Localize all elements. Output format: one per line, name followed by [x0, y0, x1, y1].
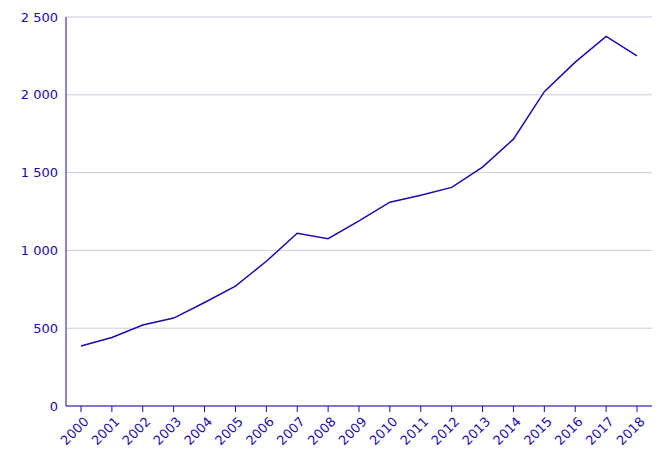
svg-text:0: 0 [50, 399, 58, 414]
svg-text:2000: 2000 [58, 414, 92, 448]
svg-text:2004: 2004 [181, 414, 215, 448]
svg-text:2016: 2016 [552, 414, 586, 448]
svg-text:2012: 2012 [428, 414, 462, 448]
svg-text:2011: 2011 [397, 414, 431, 448]
svg-text:2005: 2005 [212, 414, 246, 448]
svg-text:2006: 2006 [243, 414, 277, 448]
svg-text:1 500: 1 500 [21, 165, 58, 180]
svg-text:2014: 2014 [490, 414, 524, 448]
svg-text:2002: 2002 [119, 414, 153, 448]
svg-text:2007: 2007 [274, 414, 308, 448]
svg-text:2015: 2015 [521, 414, 555, 448]
svg-text:2017: 2017 [583, 414, 617, 448]
svg-text:2010: 2010 [366, 414, 400, 448]
svg-text:2003: 2003 [150, 414, 184, 448]
svg-text:2 500: 2 500 [21, 10, 58, 25]
svg-text:500: 500 [33, 321, 58, 336]
svg-text:2018: 2018 [614, 414, 648, 448]
svg-text:2009: 2009 [336, 414, 370, 448]
svg-text:2 000: 2 000 [21, 87, 58, 102]
svg-text:2008: 2008 [305, 414, 339, 448]
svg-text:2001: 2001 [88, 414, 122, 448]
svg-text:1 000: 1 000 [21, 243, 58, 258]
svg-text:2013: 2013 [459, 414, 493, 448]
